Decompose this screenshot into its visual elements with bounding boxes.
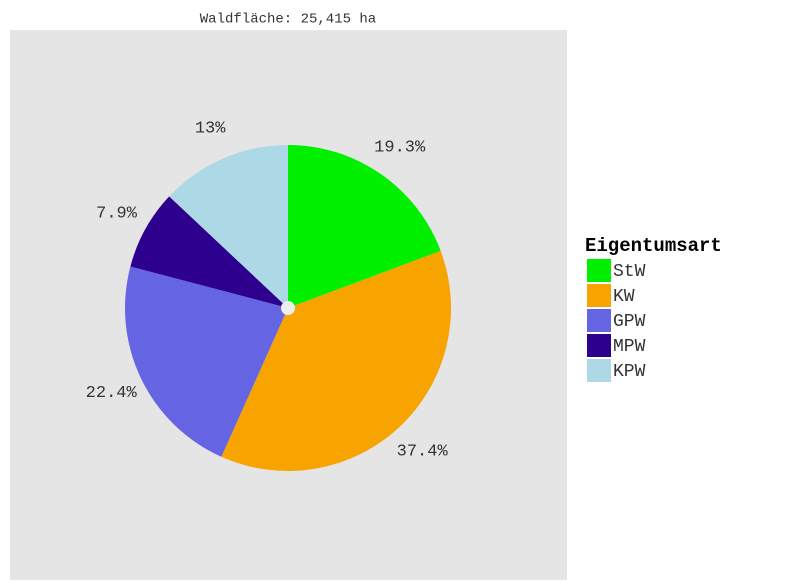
- legend-label: KW: [613, 287, 635, 307]
- pie-slice: [288, 145, 441, 308]
- center-hole: [281, 301, 295, 315]
- pie-slice: [221, 250, 451, 471]
- legend-label: GPW: [613, 312, 646, 332]
- legend-key: [587, 284, 611, 307]
- slice-label: 22.4%: [86, 384, 138, 403]
- chart-title: Waldfläche: 25,415 ha: [200, 12, 376, 28]
- legend-key: [587, 334, 611, 357]
- slice-label: 19.3%: [374, 138, 426, 157]
- pie-slice: [124, 266, 289, 457]
- legend-key: [587, 309, 611, 332]
- legend-key: [587, 259, 611, 282]
- pie-slice: [130, 196, 288, 308]
- legend-label: StW: [613, 262, 646, 282]
- pie-slice: [169, 145, 288, 308]
- legend-label: MPW: [613, 337, 646, 357]
- legend-title: Eigentumsart: [585, 235, 722, 257]
- slice-label: 13%: [195, 120, 226, 139]
- slice-label: 7.9%: [96, 205, 138, 224]
- legend-key: [587, 359, 611, 382]
- legend-label: KPW: [613, 362, 646, 382]
- slice-label: 37.4%: [397, 442, 449, 461]
